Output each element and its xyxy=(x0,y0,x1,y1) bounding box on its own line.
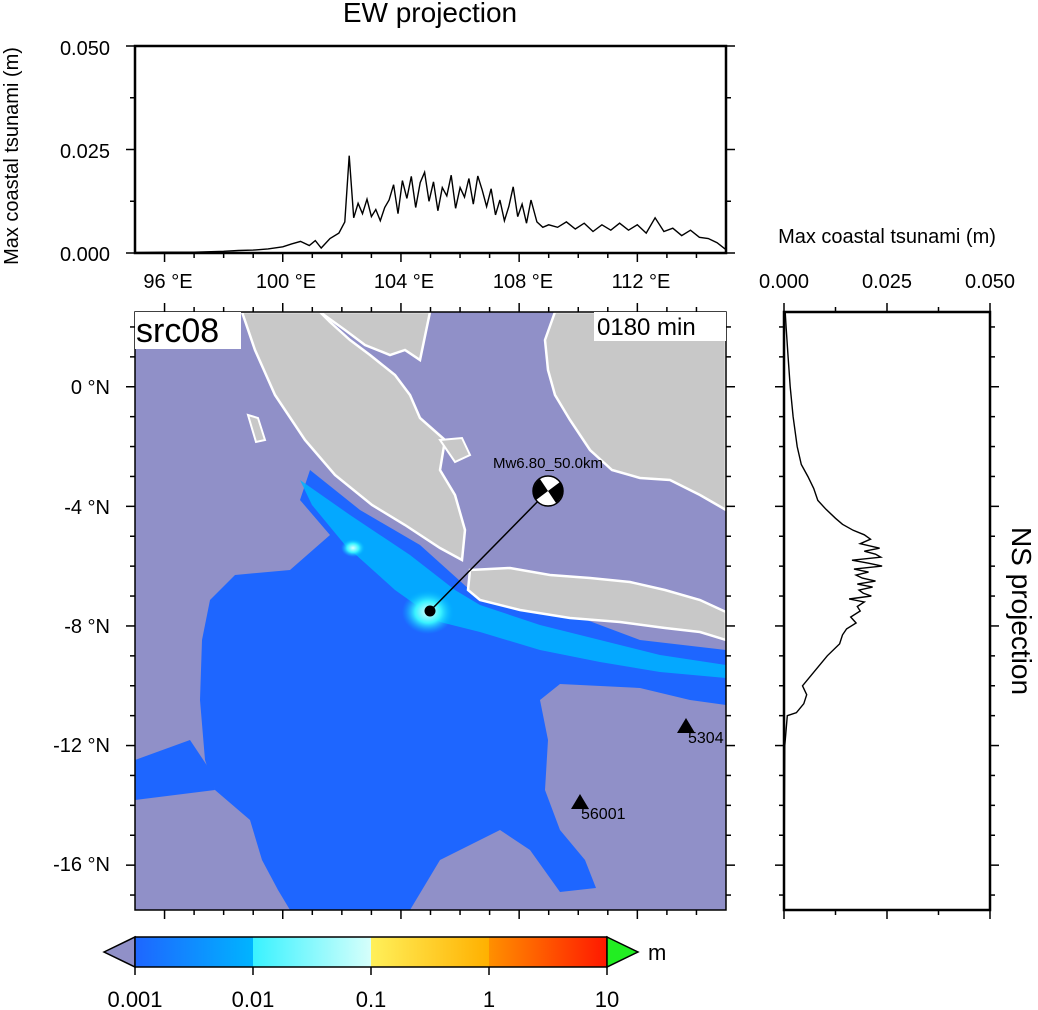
ns-x-ticks: 0.000 0.025 0.050 xyxy=(759,271,1015,293)
ew-y-ticks: 0.000 0.025 0.050 xyxy=(60,38,110,266)
colorbar-under-triangle xyxy=(102,935,136,969)
ew-y-tick-label: 0.050 xyxy=(60,38,110,60)
map-lat-ticks: 0 °N -4 °N -8 °N -12 °N -16 °N xyxy=(53,377,110,876)
colorbar-tick-label: 0.1 xyxy=(356,987,387,1010)
ew-plot-frame xyxy=(133,44,728,255)
quake-leader-line xyxy=(429,491,548,612)
epicenter-marker xyxy=(424,605,436,617)
ew-y-tick-label: 0.025 xyxy=(60,141,110,163)
ew-panel-ylabel: Max coastal tsunami (m) xyxy=(1,47,23,265)
land-java xyxy=(466,566,726,642)
colorbar-tick-label: 1 xyxy=(483,987,495,1010)
lat-tick-label: -12 °N xyxy=(53,735,110,757)
map-panel: src08 0180 min 0 °N -4 °N -8 °N -12 °N -… xyxy=(53,303,735,919)
land-bangka xyxy=(438,436,472,464)
ew-panel-title: EW projection xyxy=(343,0,517,28)
colorbar-tick-label: 0.001 xyxy=(107,987,162,1010)
lat-tick-label: -4 °N xyxy=(64,497,110,519)
ew-x-tick-label: 100 °E xyxy=(256,271,316,293)
lat-tick-label: -16 °N xyxy=(53,854,110,876)
colorbar-fill xyxy=(253,937,371,967)
lat-tick-label: 0 °N xyxy=(71,377,110,399)
colorbar-unit: m xyxy=(648,940,666,965)
ew-series-line xyxy=(134,155,727,254)
tsunami-hotspot-west xyxy=(341,539,365,557)
ew-x-tick-label: 96 °E xyxy=(143,271,192,293)
colorbar-over-triangle xyxy=(606,935,640,969)
map-axis xyxy=(126,303,735,919)
ns-plot-frame xyxy=(782,310,992,912)
colorbar: m 0.001 0.01 0.1 1 10 xyxy=(102,935,666,1010)
ew-x-tick-label: 104 °E xyxy=(374,271,434,293)
focal-mechanism-beachball xyxy=(532,475,564,507)
land-islands-west xyxy=(246,413,267,444)
colorbar-tick-label: 10 xyxy=(595,987,619,1010)
colorbar-fill xyxy=(489,937,607,967)
land-sumatra xyxy=(240,312,467,562)
ew-x-ticks: 96 °E 100 °E 104 °E 108 °E 112 °E xyxy=(143,271,670,293)
quake-label: Mw6.80_50.0km xyxy=(493,455,603,472)
ew-axis xyxy=(126,45,735,262)
time-label: 0180 min xyxy=(597,314,696,341)
lat-tick-label: -8 °N xyxy=(64,616,110,638)
ns-x-tick-label: 0.000 xyxy=(759,271,809,293)
station-label: 5304 xyxy=(688,730,724,747)
ns-panel-title: NS projection xyxy=(1006,527,1037,695)
colorbar-fill xyxy=(135,937,253,967)
land-malay-peninsula xyxy=(317,312,432,363)
ns-x-tick-label: 0.025 xyxy=(862,271,912,293)
source-label: src08 xyxy=(136,312,219,350)
station-label: 56001 xyxy=(581,806,626,823)
colorbar-tick-label: 0.01 xyxy=(232,987,275,1010)
ew-x-tick-label: 108 °E xyxy=(493,271,553,293)
land-borneo xyxy=(543,312,726,512)
map-canvas xyxy=(135,312,726,910)
tsunami-coastal-band xyxy=(300,480,726,678)
ns-panel: Max coastal tsunami (m) 0.000 0.025 0.05… xyxy=(759,226,1037,919)
ew-x-tick-label: 112 °E xyxy=(612,271,671,293)
source-label-box xyxy=(135,312,241,349)
ns-axis xyxy=(775,303,999,919)
ns-series-line xyxy=(783,311,884,911)
station-marker: 56001 xyxy=(571,794,626,823)
tsunami-left-arm xyxy=(135,740,215,800)
ew-panel: EW projection Max coastal tsunami (m) 0.… xyxy=(1,0,735,293)
ns-panel-xlabel: Max coastal tsunami (m) xyxy=(778,226,996,248)
ew-y-tick-label: 0.000 xyxy=(60,244,110,266)
colorbar-fill xyxy=(371,937,489,967)
time-label-box xyxy=(594,312,726,341)
tsunami-footprint xyxy=(200,470,726,910)
ns-x-tick-label: 0.050 xyxy=(965,271,1015,293)
station-marker: 5304 xyxy=(677,718,724,747)
